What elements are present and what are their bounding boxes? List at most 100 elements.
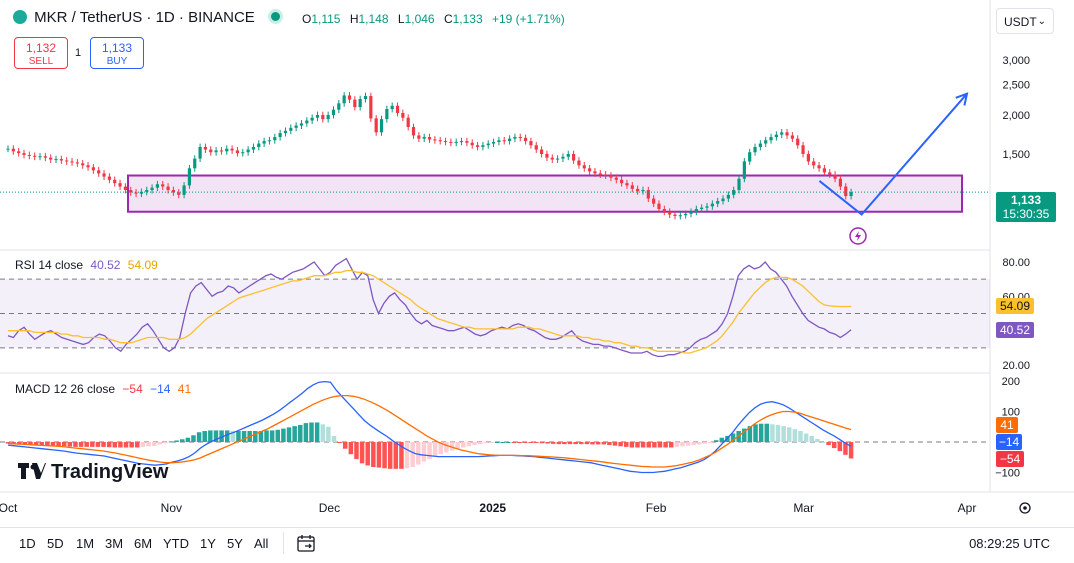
date-range-calendar-icon[interactable]	[296, 533, 316, 558]
range-5d-button[interactable]: 5D	[47, 536, 64, 551]
rsi-line	[7, 257, 852, 358]
macd-histogram-bar	[477, 442, 483, 445]
candle-body	[225, 148, 229, 152]
macd-histogram-bar	[629, 442, 635, 448]
candle-body	[17, 151, 21, 154]
macd-histogram-bar	[67, 442, 73, 447]
candle-body	[556, 158, 560, 160]
macd-histogram-bar	[5, 442, 11, 444]
candle-body	[657, 203, 661, 209]
sell-button[interactable]: 1,132 SELL	[14, 37, 68, 69]
range-5y-button[interactable]: 5Y	[227, 536, 243, 551]
macd-histogram-bar	[809, 435, 814, 442]
rsi-legend[interactable]: RSI 14 close 40.52 54.09	[15, 258, 158, 272]
macd-histogram-bar	[595, 442, 601, 445]
candle-body	[390, 105, 394, 110]
macd-histogram-bar	[494, 442, 500, 443]
candle-body	[27, 154, 31, 156]
candle-body	[652, 198, 656, 204]
macd-histogram-bar	[438, 442, 444, 455]
candle-body	[817, 165, 821, 169]
macd-histogram-bar	[73, 442, 78, 447]
macd-hist-value: −54	[122, 382, 143, 396]
macd-histogram-bar	[365, 442, 370, 466]
macd-tick-label: −100	[995, 468, 1020, 480]
candle-body	[769, 137, 773, 141]
candle-body	[385, 109, 389, 120]
candle-body	[11, 148, 15, 152]
candle-body	[379, 119, 384, 133]
ohlc-low-value: 1,046	[404, 12, 435, 26]
candle-body	[123, 186, 127, 191]
macd-histogram-bar	[680, 442, 685, 447]
macd-histogram-bar	[511, 442, 517, 443]
candle-body	[796, 138, 800, 146]
macd-histogram-bar	[685, 442, 691, 446]
symbol-title[interactable]: MKR / TetherUS · 1D · BINANCE	[13, 9, 280, 26]
macd-histogram-bar	[640, 442, 646, 448]
buy-button[interactable]: 1,133 BUY	[90, 37, 144, 69]
currency-select[interactable]: USDT ⌄	[996, 8, 1054, 34]
macd-histogram-bar	[697, 442, 702, 445]
macd-histogram-bar	[11, 442, 16, 444]
candle-body	[155, 184, 160, 188]
tradingview-logo[interactable]: TradingView	[18, 461, 168, 484]
candle-body	[182, 185, 186, 195]
candle-body	[465, 141, 469, 143]
candle-body	[838, 178, 843, 187]
macd-histogram-bar	[500, 442, 505, 443]
time-tick-label: Apr	[958, 501, 977, 515]
macd-histogram-bar	[157, 442, 163, 445]
candle-body	[742, 161, 746, 179]
macd-histogram-bar	[528, 442, 533, 443]
range-1d-button[interactable]: 1D	[19, 536, 36, 551]
range-3m-button[interactable]: 3M	[105, 536, 124, 551]
range-all-button[interactable]: All	[254, 536, 269, 551]
candle-body	[299, 123, 304, 126]
macd-histogram-bar	[663, 442, 668, 448]
macd-histogram-bar	[146, 442, 151, 447]
utc-clock[interactable]: 08:29:25 UTC	[969, 536, 1050, 551]
candle-body	[646, 190, 650, 199]
macd-histogram-bar	[135, 442, 140, 448]
candle-body	[102, 173, 106, 177]
macd-histogram-bar	[708, 442, 713, 443]
macd-histogram-bar	[427, 442, 432, 460]
macd-histogram-bar	[337, 442, 342, 443]
time-tick-label: Dec	[319, 501, 340, 515]
candle-body	[145, 190, 149, 192]
candle-body	[97, 170, 101, 174]
macd-histogram-bar	[787, 427, 792, 442]
ohlc-close-value: 1,133	[452, 12, 483, 26]
candle-body	[331, 109, 336, 115]
time-tick-label: 2025	[479, 501, 506, 515]
candle-body	[241, 152, 245, 154]
macd-histogram-bar	[151, 442, 157, 446]
macd-histogram-bar	[742, 428, 747, 442]
candle-body	[774, 134, 778, 138]
candle-body	[662, 209, 666, 212]
currency-value: USDT	[1004, 15, 1037, 29]
range-6m-button[interactable]: 6M	[134, 536, 153, 551]
macd-histogram-bar	[404, 442, 410, 469]
macd-legend[interactable]: MACD 12 26 close −54 −14 41	[15, 382, 191, 396]
macd-histogram-bar	[50, 442, 56, 446]
candle-body	[486, 143, 490, 146]
macd-histogram-bar	[84, 442, 89, 447]
macd-histogram-bar	[264, 430, 269, 442]
ohlc-high-label: H	[349, 12, 359, 26]
candle-body	[582, 165, 586, 169]
price-tick-label: 3,000	[1002, 55, 1030, 67]
candle-body	[534, 145, 538, 150]
chart-canvas[interactable]: 3,0002,5002,0001,5001,00080.0060.0020.00…	[0, 0, 1074, 527]
range-1m-button[interactable]: 1M	[76, 536, 95, 551]
candle-body	[209, 149, 213, 153]
candle-body	[625, 183, 629, 186]
macd-histogram-bar	[550, 442, 556, 444]
range-ytd-button[interactable]: YTD	[163, 536, 189, 551]
macd-histogram-bar	[326, 426, 331, 442]
ohlc-close-label: C	[443, 12, 453, 26]
chart-frame: 3,0002,5002,0001,5001,00080.0060.0020.00…	[0, 0, 1074, 528]
last-price-value: 1,133	[1010, 193, 1042, 207]
range-1y-button[interactable]: 1Y	[200, 536, 216, 551]
